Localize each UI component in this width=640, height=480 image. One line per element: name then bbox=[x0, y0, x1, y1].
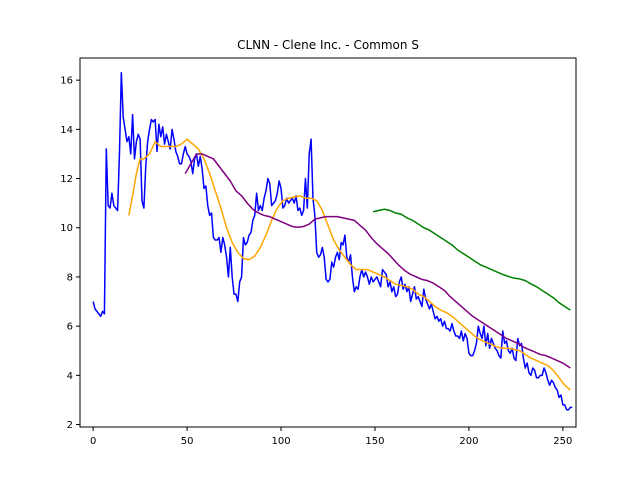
x-tick-label: 250 bbox=[553, 436, 572, 447]
y-tick-label: 10 bbox=[60, 223, 73, 234]
y-tick-label: 2 bbox=[67, 420, 73, 431]
x-tick-label: 150 bbox=[365, 436, 384, 447]
x-tick-label: 50 bbox=[181, 436, 194, 447]
y-tick-label: 6 bbox=[67, 322, 73, 333]
y-tick-label: 16 bbox=[60, 76, 73, 87]
series-line-1 bbox=[92, 72, 573, 411]
y-tick-label: 12 bbox=[60, 174, 73, 185]
series-line-3 bbox=[184, 153, 571, 369]
x-tick-label: 0 bbox=[90, 436, 96, 447]
x-axis: 0 50 100 150 200 250 bbox=[90, 427, 572, 447]
y-axis: 2 4 6 8 10 12 14 16 bbox=[60, 76, 80, 431]
y-tick-label: 14 bbox=[60, 125, 73, 136]
series-layer bbox=[92, 72, 573, 411]
series-line-2 bbox=[128, 138, 571, 391]
y-tick-label: 8 bbox=[67, 272, 73, 283]
x-tick-label: 200 bbox=[459, 436, 478, 447]
y-tick-label: 4 bbox=[67, 371, 73, 382]
plot-frame bbox=[79, 57, 577, 428]
x-tick-label: 100 bbox=[271, 436, 290, 447]
chart-title: CLNN - Clene Inc. - Common S bbox=[237, 38, 419, 52]
series-line-4 bbox=[372, 208, 571, 311]
